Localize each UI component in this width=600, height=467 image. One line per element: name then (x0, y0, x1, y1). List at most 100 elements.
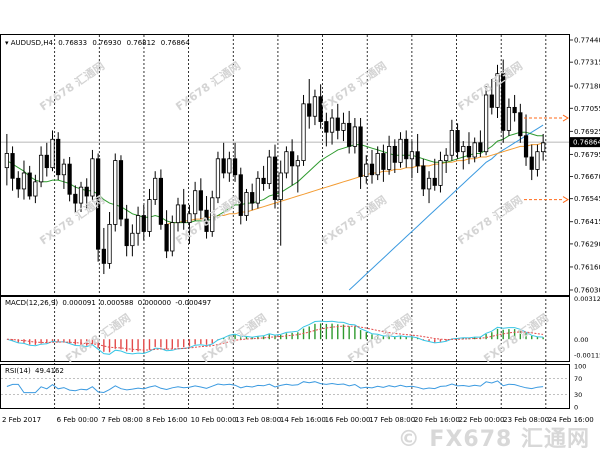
candle-body (261, 177, 266, 185)
symbol-dropdown-icon[interactable]: ▾ (5, 39, 11, 47)
candle-body (170, 222, 175, 252)
rsi-value: 49.4162 (35, 367, 64, 375)
candle-body (175, 204, 181, 224)
candle-body (244, 192, 249, 216)
ohlc-open: 0.76833 (58, 39, 87, 47)
candle-body (278, 172, 283, 200)
candle-body (295, 160, 300, 167)
candle-body (272, 156, 278, 200)
candle-body (466, 145, 472, 158)
candle-body (147, 199, 152, 232)
ma-slow-line (348, 124, 544, 291)
macd-header: MACD(12,26,9) 0.000091 0.000588 0.000000… (5, 299, 211, 307)
candle-body (329, 117, 335, 133)
macd-tick-label: -0.001158 (574, 351, 600, 359)
current-price-label: 0.76864 (573, 139, 600, 147)
x-tick-label: 14 Feb 16:00 (280, 416, 326, 424)
candle-body (78, 186, 84, 204)
candle-body (107, 223, 112, 264)
macd-signal-line (6, 325, 544, 351)
candle-body (238, 174, 243, 216)
candle-body (50, 138, 55, 169)
rsi-label: RSI(14) (5, 367, 31, 375)
candle-body (164, 223, 169, 252)
candle-body (421, 165, 426, 190)
candle-body (352, 126, 357, 147)
candle-body (4, 153, 9, 169)
candle-body (21, 172, 27, 190)
candle-body (90, 158, 95, 197)
candle-body (221, 158, 226, 174)
candle-body (38, 154, 44, 183)
x-tick-label: 20 Feb 16:00 (414, 416, 460, 424)
macd-main-line (6, 320, 544, 355)
candle-body (307, 103, 312, 117)
candle-body (472, 142, 477, 158)
x-tick-label: 10 Feb 00:00 (191, 416, 237, 424)
symbol-label[interactable]: AUDUSD,H4 (11, 39, 54, 47)
candle-body (461, 145, 466, 153)
candle-body (187, 213, 192, 224)
candle-body (483, 94, 489, 153)
rsi-tick-label: 70 (574, 375, 582, 383)
rsi-header: RSI(14) 49.4162 (5, 367, 64, 375)
candle-body (369, 163, 375, 176)
ohlc-high: 0.76930 (92, 39, 121, 47)
candle-body (232, 158, 238, 176)
candle-body (358, 126, 363, 177)
candle-body (67, 163, 72, 195)
arrow-head (562, 114, 569, 122)
candle-body (84, 186, 89, 197)
symbol-header: ▾ AUDUSD,H4 0.76833 0.76930 0.76812 0.76… (5, 39, 190, 47)
candle-body (426, 177, 432, 190)
candle-body (312, 96, 318, 117)
candle-body (96, 158, 101, 250)
axis-labels-layer: 2 Feb 2017 6 Feb 00:00 7 Feb 08:00 8 Feb 16… (2, 37, 600, 424)
y-tick-label: 0.76925 (574, 128, 600, 136)
y-tick-label: 0.77315 (574, 59, 600, 67)
candle-body (101, 248, 106, 264)
x-tick-label: 2 Feb 2017 (2, 416, 41, 424)
macd-value-2: 0.000588 (100, 299, 133, 307)
candle-body (198, 190, 203, 211)
candle-body (506, 106, 512, 131)
candle-body (61, 163, 67, 176)
x-tick-label: 23 Feb 08:00 (503, 416, 549, 424)
ohlc-close: 0.76864 (161, 39, 190, 47)
x-tick-label: 22 Feb 00:00 (459, 416, 505, 424)
candles-layer (1, 59, 569, 291)
candle-body (523, 135, 529, 158)
candle-body (335, 117, 340, 131)
candle-body (118, 160, 124, 220)
x-tick-label: 6 Feb 00:00 (57, 416, 98, 424)
candle-body (541, 142, 546, 153)
candle-body (267, 156, 272, 185)
rsi-panel-frame (0, 364, 570, 409)
candle-body (153, 177, 158, 200)
rsi-tick-label: 30 (574, 391, 582, 399)
x-tick-label: 13 Feb 08:00 (235, 416, 281, 424)
candle-body (193, 190, 198, 215)
macd-tick-label: 0.003127 (574, 295, 600, 303)
x-tick-label: 7 Feb 08:00 (101, 416, 142, 424)
candle-body (398, 138, 403, 163)
macd-tick-label: 0.00 (574, 336, 588, 344)
candle-body (455, 130, 460, 153)
macd-label: MACD(12,26,9) (5, 299, 58, 307)
candle-body (512, 106, 517, 114)
macd-value-1: 0.000091 (62, 299, 95, 307)
candle-body (415, 151, 420, 167)
candle-body (141, 215, 146, 232)
candle-body (529, 156, 534, 170)
candle-body (409, 151, 415, 160)
brand-logo: © FX678 汇通网 (398, 421, 590, 453)
candle-body (375, 153, 380, 176)
candle-body (449, 130, 454, 156)
x-tick-label: 16 Feb 00:00 (325, 416, 371, 424)
rsi-tick-label: 0 (574, 404, 578, 412)
candle-body (404, 138, 409, 160)
rsi-line (6, 380, 544, 394)
